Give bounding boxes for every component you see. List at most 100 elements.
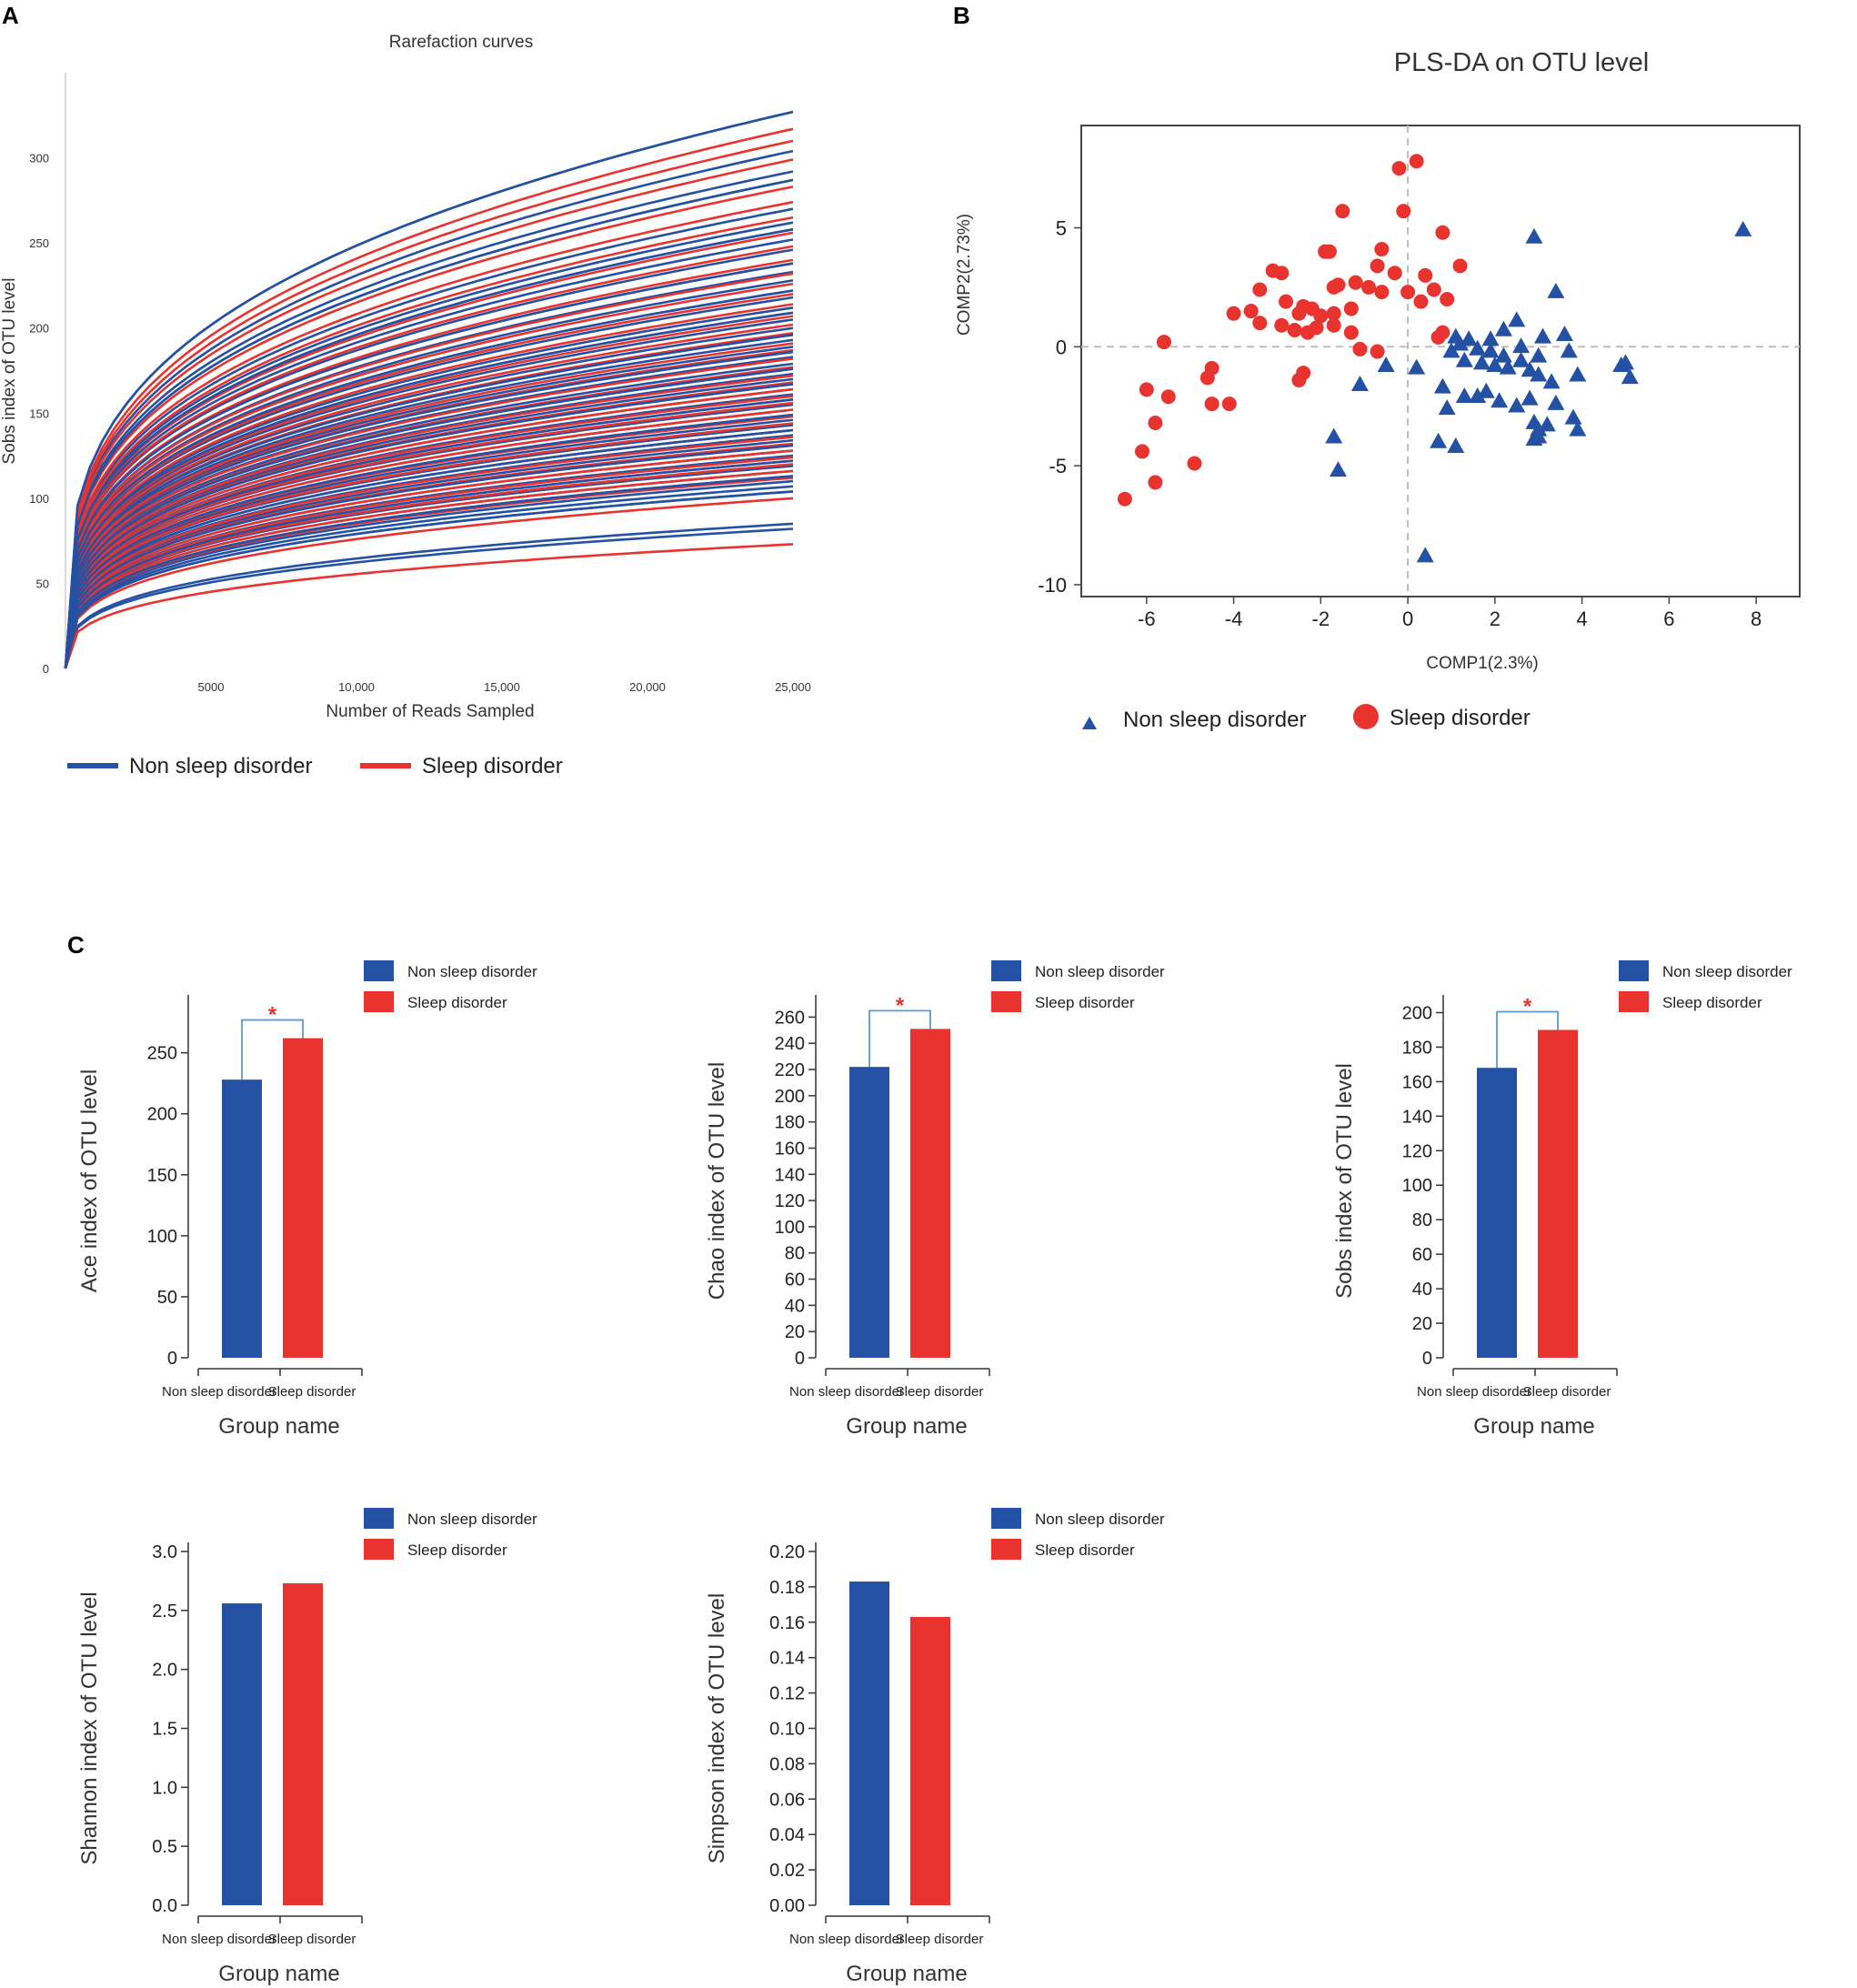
plsda-point-non-sleep xyxy=(1430,432,1448,448)
rarefaction-curve-non-sleep xyxy=(64,475,794,669)
rarefaction-curve-non-sleep xyxy=(64,383,794,669)
legend-swatch-sleep xyxy=(364,1539,394,1560)
bar-y-tick: 50 xyxy=(157,1288,177,1308)
legend-label-non-sleep-b: Non sleep disorder xyxy=(1123,708,1306,732)
plsda-point-sleep xyxy=(1135,444,1150,459)
bar-category-label: Sleep disorder xyxy=(268,1932,356,1947)
legend-swatch-non-sleep xyxy=(1619,960,1649,981)
rarefaction-curve-non-sleep xyxy=(64,326,794,669)
plsda-point-sleep xyxy=(1318,244,1333,259)
rarefaction-curve-non-sleep xyxy=(64,398,794,669)
bar-y-tick: 260 xyxy=(775,1008,805,1028)
plsda-point-sleep xyxy=(1139,382,1154,397)
plsda-point-non-sleep xyxy=(1377,356,1395,373)
bar-category-label: Non sleep disorder xyxy=(162,1384,276,1400)
bar-non-sleep xyxy=(1477,1068,1517,1358)
plsda-point-non-sleep xyxy=(1538,416,1556,432)
bar-y-tick: 140 xyxy=(1402,1107,1432,1127)
significance-star: * xyxy=(1523,994,1532,1019)
rarefaction-curve-non-sleep xyxy=(64,418,794,669)
rarefaction-curves xyxy=(64,110,794,669)
bar-y-tick: 200 xyxy=(775,1087,805,1107)
bar-y-tick: 0.16 xyxy=(769,1613,805,1633)
rarefaction-curve-non-sleep xyxy=(64,178,794,669)
plsda-point-sleep xyxy=(1426,282,1441,297)
rarefaction-y-tick: 250 xyxy=(29,236,49,250)
plsda-point-non-sleep xyxy=(1547,282,1565,298)
rarefaction-curve-sleep xyxy=(64,127,794,669)
rarefaction-curve-non-sleep xyxy=(64,485,794,669)
rarefaction-curve-sleep xyxy=(64,463,794,669)
bar-y-tick: 2.5 xyxy=(152,1601,177,1622)
bar-y-tick: 0.12 xyxy=(769,1684,805,1704)
legend-label-non-sleep: Non sleep disorder xyxy=(1035,1511,1165,1528)
bar-y-tick: 180 xyxy=(1402,1038,1432,1058)
significance-star: * xyxy=(896,993,905,1018)
rarefaction-curve-non-sleep xyxy=(64,262,794,669)
plsda-point-non-sleep xyxy=(1542,373,1561,389)
bar-y-tick: 160 xyxy=(1402,1072,1432,1092)
rarefaction-curve-non-sleep xyxy=(64,444,794,669)
plsda-point-non-sleep xyxy=(1460,330,1478,346)
rarefaction-curve-non-sleep xyxy=(64,227,794,669)
rarefaction-curve-non-sleep xyxy=(64,110,794,669)
bar-category-label: Sleep disorder xyxy=(896,1932,984,1947)
plsda-y-tick: 0 xyxy=(1056,336,1067,358)
bar-y-tick: 80 xyxy=(785,1244,805,1264)
plsda-point-non-sleep xyxy=(1455,351,1473,367)
rarefaction-curve-non-sleep xyxy=(64,413,794,669)
rarefaction-curve-sleep xyxy=(64,139,794,669)
plsda-point-non-sleep xyxy=(1499,358,1517,375)
rarefaction-curve-non-sleep xyxy=(64,428,794,669)
rarefaction-curve-non-sleep xyxy=(64,149,794,669)
bar-y-tick: 0.06 xyxy=(769,1790,805,1810)
rarefaction-curve-non-sleep xyxy=(64,490,794,669)
plsda-point-sleep xyxy=(1200,370,1215,386)
bar-y-tick: 140 xyxy=(775,1165,805,1185)
bar-y-tick: 240 xyxy=(775,1034,805,1054)
rarefaction-curve-sleep xyxy=(64,401,794,669)
plsda-point-non-sleep xyxy=(1569,366,1587,382)
bar-category-label: Non sleep disorder xyxy=(162,1932,276,1947)
plsda-point-sleep xyxy=(1335,204,1350,219)
rarefaction-x-tick: 25,000 xyxy=(775,680,811,694)
rarefaction-x-tick: 15,000 xyxy=(484,680,520,694)
plsda-point-non-sleep xyxy=(1494,346,1512,363)
bar-y-tick: 60 xyxy=(1412,1245,1432,1265)
plsda-point-sleep xyxy=(1117,491,1132,507)
rarefaction-curve-non-sleep xyxy=(64,221,794,669)
legend-label-sleep-b: Sleep disorder xyxy=(1390,706,1531,730)
rarefaction-curve-sleep xyxy=(64,387,794,669)
plsda-x-tick: 8 xyxy=(1751,607,1762,630)
plsda-point-sleep xyxy=(1418,267,1433,283)
bar-category-label: Sleep disorder xyxy=(896,1384,984,1400)
bar-y-tick: 0.04 xyxy=(769,1825,805,1845)
bar-y-tick: 100 xyxy=(775,1218,805,1238)
bar-y-tick: 0.0 xyxy=(152,1896,177,1916)
plsda-x-label: COMP1(2.3%) xyxy=(1426,654,1539,673)
rarefaction-y-tick: 100 xyxy=(29,492,49,506)
plsda-point-sleep xyxy=(1452,258,1468,274)
rarefaction-curve-sleep xyxy=(64,408,794,669)
plsda-point-sleep xyxy=(1148,475,1163,490)
legend-label-sleep: Sleep disorder xyxy=(407,1541,507,1559)
plsda-point-sleep xyxy=(1343,325,1359,340)
bar-sleep xyxy=(283,1038,323,1358)
rarefaction-curve-non-sleep xyxy=(64,170,794,669)
rarefaction-curve-sleep xyxy=(64,200,794,669)
rarefaction-curve-non-sleep xyxy=(64,207,794,669)
bar-y-tick: 0.00 xyxy=(769,1896,805,1916)
plsda-point-non-sleep xyxy=(1508,397,1526,413)
rarefaction-curve-non-sleep xyxy=(64,296,794,669)
rarefaction-curve-sleep xyxy=(64,456,794,669)
bar-y-tick: 3.0 xyxy=(152,1542,177,1562)
plsda-point-sleep xyxy=(1252,282,1268,297)
plsda-chart: PLS-DA on OTU level -6 -4 -2 0 2 4 6 8 -10 -5 0 5 C… xyxy=(955,48,1801,732)
plsda-point-non-sleep xyxy=(1734,220,1752,236)
plsda-point-non-sleep xyxy=(1481,342,1500,358)
legend-label-non-sleep: Non sleep disorder xyxy=(1662,963,1792,980)
rarefaction-curve-sleep xyxy=(64,315,794,669)
plsda-point-sleep xyxy=(1148,416,1163,431)
